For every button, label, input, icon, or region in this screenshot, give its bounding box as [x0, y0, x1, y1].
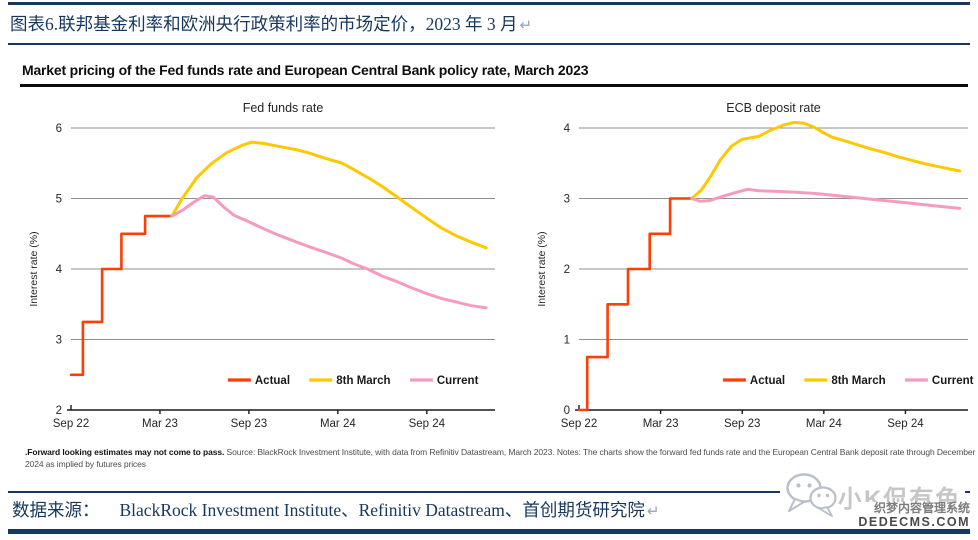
x-tick-label: Sep 23 [724, 418, 760, 430]
x-tick-label: Sep 24 [409, 418, 446, 430]
footnote-disclaimer: .Forward looking estimates may not come … [25, 447, 225, 457]
ecb-deposit-chart: ECB deposit rate Interest rate (%) 0 1 2 3 4 Se… [533, 96, 978, 444]
y-tick-label: 2 [56, 405, 62, 417]
y-tick-label: 3 [56, 335, 62, 347]
series-line-actual [69, 214, 174, 377]
x-tick-label: Mar 24 [806, 418, 842, 430]
series-line-8th-march [690, 120, 962, 200]
x-tick-label: Mar 23 [142, 418, 178, 430]
y-tick-label: 0 [564, 405, 570, 417]
footnote-source-text: Source: BlackRock Investment Institute, … [25, 447, 976, 469]
series-line-current [170, 194, 488, 310]
y-tick-label: 4 [56, 264, 63, 276]
title-divider [8, 43, 970, 45]
legend-label: Actual [750, 375, 785, 387]
x-tick-label: Mar 23 [643, 418, 679, 430]
legend-label: Current [932, 375, 974, 387]
series-line-current [690, 187, 962, 210]
y-tick-label: 4 [564, 123, 571, 135]
data-source-label: 数据来源： [12, 500, 100, 520]
source-footnote: .Forward looking estimates may not come … [25, 447, 977, 470]
watermark-cms: 织梦内容管理系统 DEDECMS.COM [858, 502, 970, 529]
chart-title-underline [20, 84, 968, 87]
fed-funds-chart: Fed funds rate Interest rate (%) 2 3 4 5 6 Sep … [25, 96, 505, 444]
chart-title: Fed funds rate [243, 101, 324, 115]
x-tick-label: Mar 24 [320, 418, 356, 430]
chart-title: ECB deposit rate [726, 101, 821, 115]
top-divider [8, 2, 970, 5]
y-axis-label: Interest rate (%) [28, 231, 40, 306]
legend-label: 8th March [831, 375, 885, 387]
x-tick-label: Sep 22 [561, 418, 597, 430]
paragraph-mark: ↵ [646, 503, 660, 520]
watermark-cms-domain: DEDECMS.COM [858, 515, 970, 529]
bottom-border [8, 529, 970, 534]
y-tick-label: 5 [56, 194, 62, 206]
data-source-line: 数据来源： BlackRock Investment Institute、Refi… [12, 497, 659, 522]
y-axis-label: Interest rate (%) [536, 231, 548, 306]
figure-title-cn: 图表6.联邦基金利率和欧洲央行政策利率的市场定价，2023 年 3 月 ↵ [10, 11, 532, 36]
wechat-icon [786, 473, 837, 517]
ecb-deposit-chart-svg: ECB deposit rate Interest rate (%) 0 1 2 3 4 Se… [536, 101, 974, 430]
y-tick-label: 3 [564, 194, 570, 206]
data-source-values: BlackRock Investment Institute、Refinitiv… [119, 500, 645, 520]
x-tick-label: Sep 22 [53, 418, 89, 430]
figure-title-text: 图表6.联邦基金利率和欧洲央行政策利率的市场定价，2023 年 3 月 [10, 14, 518, 34]
series-line-actual [577, 197, 694, 412]
legend-label: Actual [255, 375, 290, 387]
legend-label: 8th March [336, 375, 390, 387]
legend-label: Current [437, 375, 479, 387]
y-tick-label: 6 [56, 123, 62, 135]
paragraph-mark: ↵ [519, 17, 533, 34]
fed-funds-chart-svg: Fed funds rate Interest rate (%) 2 3 4 5 6 Sep … [28, 101, 495, 430]
watermark-cms-name: 织梦内容管理系统 [873, 501, 970, 515]
y-tick-label: 1 [564, 335, 570, 347]
series-line-8th-march [170, 140, 488, 250]
x-tick-label: Sep 24 [887, 418, 924, 430]
footer-top-divider [8, 491, 970, 493]
y-tick-label: 2 [564, 264, 570, 276]
x-tick-label: Sep 23 [231, 418, 267, 430]
chart-block-title: Market pricing of the Fed funds rate and… [22, 62, 589, 78]
